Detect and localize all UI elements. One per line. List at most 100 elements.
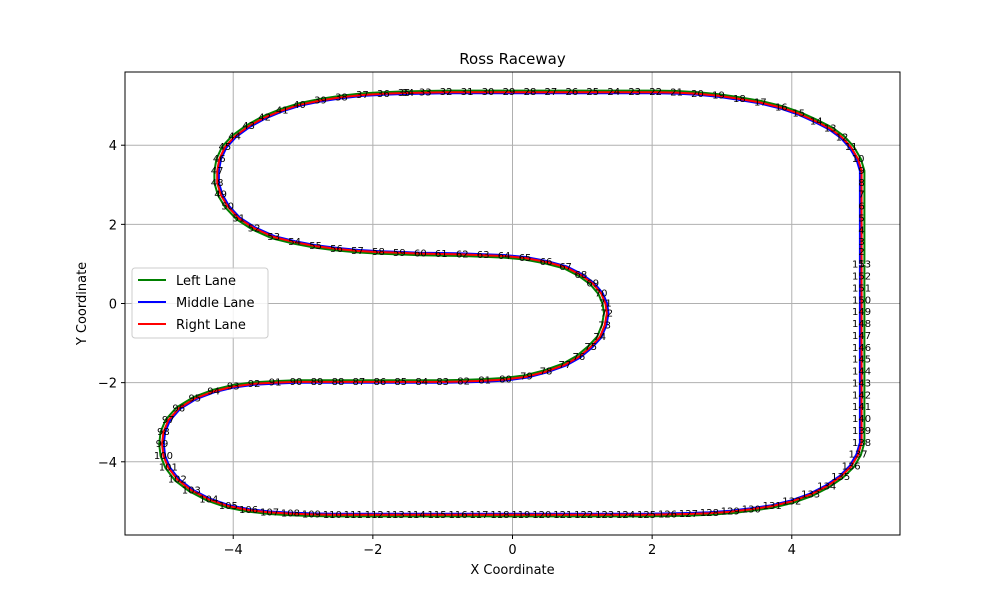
waypoint-label: 122 bbox=[574, 510, 593, 521]
waypoint-label: 3 bbox=[858, 237, 864, 248]
waypoint-label: 54 bbox=[288, 237, 301, 248]
waypoint-label: 66 bbox=[540, 257, 553, 268]
waypoint-label: 91 bbox=[269, 378, 282, 389]
waypoint-label: 19 bbox=[712, 91, 725, 102]
waypoint-label: 26 bbox=[565, 87, 578, 98]
waypoint-label: 123 bbox=[595, 510, 614, 521]
waypoint-label: 94 bbox=[207, 386, 220, 397]
waypoint-label: 147 bbox=[852, 331, 871, 342]
waypoint-label: 132 bbox=[782, 496, 801, 507]
waypoint-label: 39 bbox=[314, 95, 327, 106]
waypoint-label: 58 bbox=[372, 247, 385, 258]
waypoint-label: 148 bbox=[852, 319, 871, 330]
waypoint-label: 76 bbox=[572, 352, 585, 363]
waypoint-label: 52 bbox=[248, 223, 261, 234]
waypoint-label: 93 bbox=[227, 382, 240, 393]
waypoint-label: 127 bbox=[679, 509, 698, 520]
waypoint-label: 79 bbox=[520, 372, 533, 383]
waypoint-label: 53 bbox=[267, 232, 280, 243]
waypoint-label: 82 bbox=[457, 376, 470, 387]
waypoint-label: 25 bbox=[586, 87, 599, 98]
waypoint-label: 128 bbox=[700, 508, 719, 519]
waypoint-label: 112 bbox=[365, 510, 384, 521]
y-tick-label: 2 bbox=[109, 218, 117, 233]
y-tick-label: 4 bbox=[109, 139, 117, 154]
waypoint-label: 43 bbox=[242, 121, 255, 132]
waypoint-label: 146 bbox=[852, 343, 871, 354]
legend-entry: Right Lane bbox=[176, 318, 246, 333]
waypoint-label: 101 bbox=[159, 463, 178, 474]
waypoint-label: 98 bbox=[157, 427, 170, 438]
x-tick-label: −2 bbox=[363, 543, 382, 558]
waypoint-label: 30 bbox=[482, 87, 495, 98]
waypoint-label: 87 bbox=[353, 377, 366, 388]
lane-line-left-lane bbox=[158, 89, 866, 518]
waypoint-label: 124 bbox=[616, 510, 635, 521]
waypoint-label: 60 bbox=[414, 249, 427, 260]
waypoint-label: 143 bbox=[852, 378, 871, 389]
waypoint-label: 42 bbox=[258, 113, 271, 124]
lanes bbox=[158, 89, 866, 518]
legend: Left Lane Middle Lane Right Lane bbox=[131, 267, 269, 339]
waypoint-label: 77 bbox=[558, 360, 571, 371]
x-axis-label: X Coordinate bbox=[470, 563, 554, 578]
waypoint-label: 46 bbox=[213, 154, 226, 165]
waypoint-label: 33 bbox=[419, 88, 432, 99]
waypoint-label: 45 bbox=[218, 142, 231, 153]
waypoint-label: 92 bbox=[248, 379, 261, 390]
waypoint-label: 4 bbox=[858, 225, 864, 236]
waypoint-label: 149 bbox=[852, 307, 871, 318]
waypoint-label: 102 bbox=[168, 475, 187, 486]
waypoint-label: 109 bbox=[302, 509, 321, 520]
x-tick-label: 0 bbox=[508, 543, 516, 558]
waypoint-label: 117 bbox=[469, 510, 488, 521]
waypoint-label: 120 bbox=[532, 510, 551, 521]
waypoint-label: 78 bbox=[540, 367, 553, 378]
waypoint-label: 63 bbox=[477, 250, 490, 261]
waypoint-label: 2 bbox=[858, 247, 864, 258]
waypoint-label: 6 bbox=[858, 202, 864, 213]
waypoint-label: 88 bbox=[332, 377, 345, 388]
y-tick-label: −4 bbox=[98, 456, 117, 471]
waypoint-label: 37 bbox=[356, 90, 369, 101]
legend-entry: Left Lane bbox=[176, 274, 236, 289]
waypoint-label: 18 bbox=[733, 94, 746, 105]
waypoint-label: 22 bbox=[649, 87, 662, 98]
waypoint-label: 9 bbox=[858, 166, 864, 177]
waypoint-label: 15 bbox=[792, 109, 805, 120]
waypoint-label: 29 bbox=[503, 87, 516, 98]
waypoint-label: 99 bbox=[156, 439, 169, 450]
waypoint-label: 51 bbox=[232, 213, 245, 224]
waypoint-label: 17 bbox=[754, 97, 767, 108]
waypoint-label: 141 bbox=[852, 402, 871, 413]
waypoint-label: 80 bbox=[499, 374, 512, 385]
waypoint-label: 11 bbox=[845, 142, 858, 153]
waypoint-label: 38 bbox=[335, 92, 348, 103]
waypoint-label: 47 bbox=[211, 166, 224, 177]
waypoint-label: 138 bbox=[852, 438, 871, 449]
waypoint-label: 71 bbox=[599, 299, 612, 310]
chart-title: Ross Raceway bbox=[459, 50, 566, 68]
waypoint-label: 41 bbox=[276, 105, 289, 116]
waypoint-label: 144 bbox=[852, 367, 871, 378]
waypoint-label: 135 bbox=[831, 472, 850, 483]
waypoint-label: 72 bbox=[600, 308, 613, 319]
waypoint-label: 7 bbox=[858, 190, 864, 201]
waypoint-label: 125 bbox=[637, 510, 656, 521]
waypoint-label: 14 bbox=[810, 116, 823, 127]
y-tick-label: −2 bbox=[98, 377, 117, 392]
waypoint-label: 153 bbox=[852, 260, 871, 271]
waypoint-label: 44 bbox=[228, 132, 241, 143]
waypoint-label: 106 bbox=[239, 505, 258, 516]
waypoint-label: 8 bbox=[858, 178, 864, 189]
waypoint-label: 64 bbox=[498, 251, 511, 262]
x-tick-label: −4 bbox=[224, 543, 243, 558]
y-tick-label: 0 bbox=[109, 298, 117, 313]
waypoint-label: 119 bbox=[511, 510, 530, 521]
waypoint-label: 151 bbox=[852, 283, 871, 294]
waypoint-label: 105 bbox=[219, 501, 238, 512]
waypoint-label: 73 bbox=[598, 320, 611, 331]
axis-ticks: −4 −2 0 2 4 −4 −2 0 2 4 bbox=[98, 139, 796, 558]
waypoint-label: 137 bbox=[849, 450, 868, 461]
